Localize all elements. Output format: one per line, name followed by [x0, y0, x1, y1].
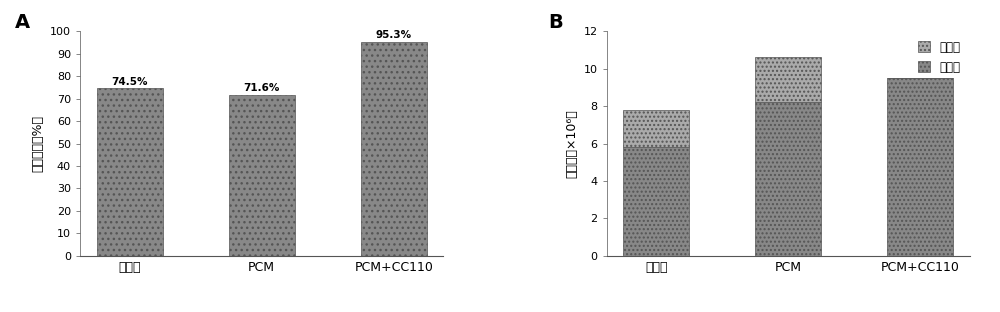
Bar: [623, 110, 689, 147]
Text: 74.5%: 74.5%: [111, 77, 148, 87]
Y-axis label: 细胞数（×10⁶）: 细胞数（×10⁶）: [565, 109, 578, 178]
Y-axis label: 细胞活力（%）: 细胞活力（%）: [31, 115, 44, 172]
Bar: [755, 57, 821, 102]
Bar: [755, 102, 821, 256]
Bar: [623, 147, 689, 256]
Bar: [361, 42, 427, 256]
Text: 71.6%: 71.6%: [243, 83, 280, 93]
Text: 95.3%: 95.3%: [376, 30, 412, 40]
Text: A: A: [15, 13, 30, 32]
Bar: [887, 78, 953, 256]
Bar: [97, 89, 163, 256]
Bar: [229, 95, 295, 256]
Legend: 死细胞, 活细胞: 死细胞, 活细胞: [915, 37, 964, 77]
Text: B: B: [549, 13, 563, 32]
